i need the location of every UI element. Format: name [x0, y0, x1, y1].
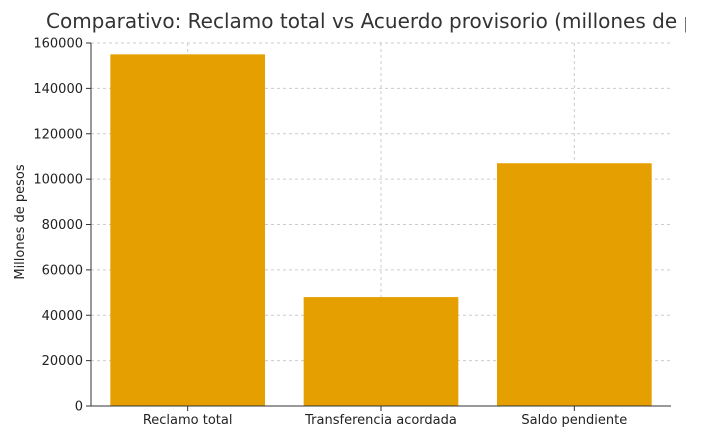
y-tick-label: 140000	[33, 82, 83, 97]
axis-layer: 0 20000 40000 60000 80000 100000 120000 140000 1…	[33, 37, 671, 428]
bar	[497, 163, 652, 406]
y-tick-label: 100000	[33, 173, 83, 188]
bar	[110, 54, 265, 406]
x-tick-label: Saldo pendiente	[521, 413, 627, 428]
y-tick-label: 40000	[42, 309, 83, 324]
y-tick-label: 0	[75, 400, 83, 415]
chart-title: Comparativo: Reclamo total vs Acuerdo pr…	[46, 9, 686, 33]
x-tick-label: Reclamo total	[143, 413, 233, 428]
y-axis-label: Millones de pesos	[13, 164, 28, 280]
bar	[303, 297, 459, 406]
bar-layer	[110, 54, 652, 406]
y-tick-label: 160000	[33, 37, 83, 52]
y-tick-label: 80000	[42, 218, 83, 233]
y-tick-label: 120000	[33, 127, 83, 142]
x-tick-label: Transferencia acordada	[304, 413, 457, 428]
y-tick-label: 60000	[42, 263, 83, 278]
y-tick-label: 20000	[42, 354, 83, 369]
